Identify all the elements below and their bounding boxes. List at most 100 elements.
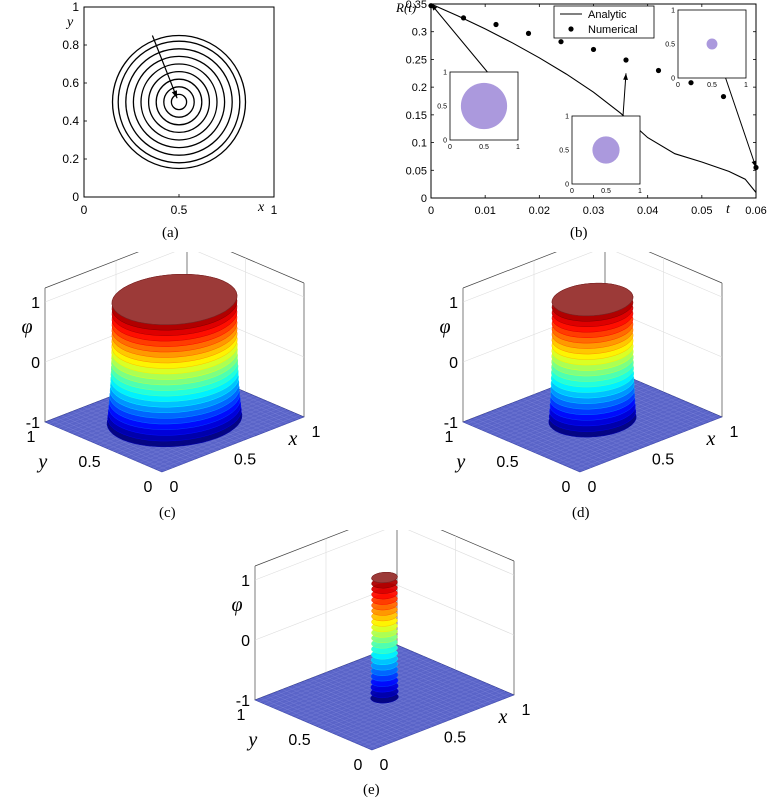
caption-e: (e) bbox=[363, 782, 380, 798]
panel-a-ytick-label: 0.8 bbox=[62, 38, 79, 52]
x-axis-label: x bbox=[706, 428, 716, 450]
x-tick-label: 1 bbox=[730, 424, 739, 441]
inset-xtick-label: 0.5 bbox=[479, 144, 489, 151]
inset-arrow-head bbox=[431, 4, 438, 11]
panel-b-ytick-label: 0.3 bbox=[412, 27, 427, 39]
panel-b-ytick-label: 0.1 bbox=[412, 138, 427, 150]
caption-c: (c) bbox=[159, 505, 176, 521]
inset-arrow bbox=[725, 77, 757, 168]
phi-axis-label: φ bbox=[439, 316, 450, 338]
inset-xtick-label: 0.5 bbox=[707, 82, 717, 89]
floor-grid bbox=[342, 665, 460, 717]
panel-b-xtick-label: 0.03 bbox=[583, 205, 604, 217]
panel-a-ytick-label: 0.2 bbox=[62, 152, 79, 166]
panel-a-ytick-label: 0.4 bbox=[62, 114, 79, 128]
panel-a-contour-ring bbox=[170, 93, 188, 111]
inset-arrow-head bbox=[751, 160, 757, 168]
analytic-line bbox=[430, 3, 757, 193]
legend-numerical-swatch bbox=[568, 26, 574, 32]
y-tick-label: 0 bbox=[562, 479, 571, 496]
legend-box bbox=[553, 5, 655, 39]
panel-a-contour-plot: 0 0.5 1 0 0.2 0.4 0.6 0.8 1 x y bbox=[62, 0, 277, 217]
inset-ytick-label: 0.5 bbox=[437, 104, 447, 111]
y-tick-label: 1 bbox=[27, 429, 36, 446]
caption-a: (a) bbox=[162, 225, 179, 241]
bump-top bbox=[371, 571, 398, 584]
inset-arrow bbox=[430, 3, 488, 73]
panel-b-xtick-label: 0.04 bbox=[637, 205, 658, 217]
inset-xtick-label: 0 bbox=[570, 188, 574, 195]
x-tick-label: 0 bbox=[380, 757, 389, 774]
inset-xtick-label: 0 bbox=[676, 82, 680, 89]
panel-a-contours bbox=[111, 34, 247, 170]
z-tick-label: -1 bbox=[26, 415, 40, 432]
inset-xtick-label: 0.5 bbox=[601, 188, 611, 195]
panel-a-ytick-label: 1 bbox=[72, 0, 79, 14]
legend-numerical-label: Numerical bbox=[588, 24, 638, 36]
caption-d: (d) bbox=[572, 505, 590, 521]
z-tick-label: 0 bbox=[31, 355, 40, 372]
floor-grid bbox=[391, 646, 509, 698]
z-tick-label: 0 bbox=[241, 633, 250, 650]
numerical-point bbox=[720, 93, 727, 100]
inset-3: 0 0.5 1 0 0.5 1 bbox=[665, 8, 757, 168]
numerical-point bbox=[590, 46, 597, 53]
panel-b-xtick-label: 0.02 bbox=[529, 205, 550, 217]
z-tick-label: 1 bbox=[449, 295, 458, 312]
panel-b-insets: 0 0.5 1 0 0.5 1 0 0.5 1 0 0.5 1 0 0.5 1 0 0.5 1 bbox=[430, 3, 757, 195]
panel-a-ticks: 0 0.5 1 0 0.2 0.4 0.6 0.8 1 bbox=[62, 0, 277, 217]
inset-xtick-label: 0 bbox=[448, 144, 452, 151]
floor-grid bbox=[385, 649, 504, 700]
x-axis-label: x bbox=[288, 428, 298, 450]
floor-grid bbox=[347, 663, 465, 715]
panel-b-ytick-label: 0.05 bbox=[406, 165, 427, 177]
phi-axis-label: φ bbox=[231, 594, 242, 616]
phi-axis-label: φ bbox=[21, 316, 32, 338]
panel-b-ytick-label: 0.15 bbox=[406, 110, 427, 122]
panel-a-contour-ring bbox=[140, 63, 218, 141]
x-axis-label: x bbox=[498, 706, 508, 728]
panel-a-arrow bbox=[151, 35, 178, 99]
panel-a-arrow-shaft bbox=[151, 35, 178, 99]
panel-b-xtick-label: 0.06 bbox=[745, 205, 766, 217]
numerical-point bbox=[558, 39, 564, 45]
panel-a-contour-ring bbox=[163, 86, 195, 118]
panel-a-contour-ring bbox=[111, 34, 247, 170]
panel-a-arrow-head bbox=[171, 90, 178, 99]
caption-b: (b) bbox=[570, 225, 588, 241]
panel-a-ytick-label: 0 bbox=[72, 190, 79, 204]
numerical-point bbox=[655, 67, 662, 74]
x-tick-label: 0 bbox=[170, 479, 179, 496]
floor-grid bbox=[380, 651, 498, 702]
inset-2: 0 0.5 1 0 0.5 1 bbox=[559, 73, 642, 195]
inset-xtick-label: 1 bbox=[516, 144, 520, 151]
inset-xtick-label: 1 bbox=[638, 188, 642, 195]
panel-b-ticks: 0 0.01 0.02 0.03 0.04 0.05 0.06 0 0.05 0.1 0.15 0.2… bbox=[406, 0, 767, 217]
panel-b-ylabel: R(t) bbox=[395, 0, 416, 15]
panel-a-contour-ring bbox=[155, 78, 203, 126]
panel-b-ytick-label: 0.25 bbox=[406, 54, 427, 66]
legend: Analytic Numerical bbox=[553, 5, 655, 39]
inset-ytick-label: 1 bbox=[671, 8, 675, 15]
y-axis-label: y bbox=[36, 451, 47, 473]
numerical-point bbox=[460, 15, 467, 21]
numerical-point bbox=[623, 57, 629, 63]
panel-b-radius-chart: 0 0.01 0.02 0.03 0.04 0.05 0.06 0 0.05 0.1 0.15 0.2… bbox=[395, 0, 767, 217]
y-tick-label: 0.5 bbox=[496, 454, 518, 471]
surface-bump bbox=[548, 282, 637, 438]
y-axis-label: y bbox=[246, 729, 257, 751]
inset-ytick-label: 0 bbox=[671, 76, 675, 83]
floor-grid bbox=[290, 660, 434, 716]
inset-disk bbox=[706, 38, 718, 50]
inset-ytick-label: 1 bbox=[443, 70, 447, 77]
panel-a-xlabel: x bbox=[257, 200, 265, 215]
panel-a-contour-ring bbox=[125, 48, 233, 156]
y-tick-label: 0.5 bbox=[288, 732, 310, 749]
inset-disk bbox=[460, 82, 508, 130]
inset-ytick-label: 0 bbox=[443, 138, 447, 145]
bump-top bbox=[111, 273, 238, 325]
x-tick-label: 0.5 bbox=[652, 452, 674, 469]
panel-a-xtick-label: 0 bbox=[81, 203, 88, 217]
